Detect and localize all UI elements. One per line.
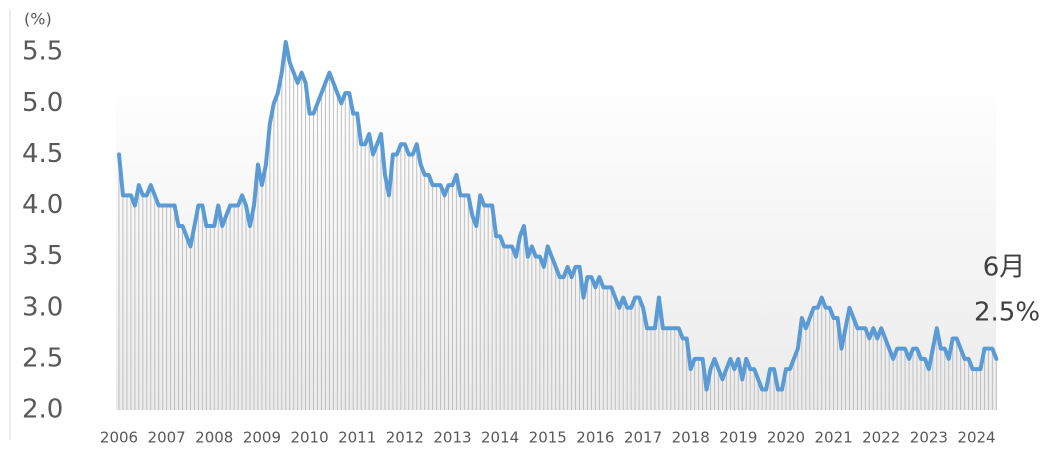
- annotation-month: 6月: [983, 253, 1026, 283]
- y-tick-label: 2.5: [22, 343, 63, 373]
- x-tick-label: 2007: [148, 429, 186, 447]
- x-tick-label: 2024: [957, 429, 995, 447]
- x-tick-label: 2009: [243, 429, 281, 447]
- x-tick-label: 2006: [100, 429, 138, 447]
- data-line: [117, 40, 999, 392]
- x-tick-label: 2022: [862, 429, 900, 447]
- x-tick-label: 2020: [767, 429, 805, 447]
- x-tick-label: 2018: [672, 429, 710, 447]
- y-unit-label: (%): [24, 10, 52, 29]
- y-tick-label: 2.0: [22, 395, 63, 425]
- y-tick-label: 3.5: [22, 241, 63, 271]
- x-tick-label: 2021: [815, 429, 853, 447]
- y-tick-label: 4.0: [22, 190, 63, 220]
- x-tick-label: 2011: [338, 429, 376, 447]
- y-tick-label: 3.0: [22, 292, 63, 322]
- x-tick-label: 2014: [481, 429, 519, 447]
- x-tick-label: 2013: [433, 429, 471, 447]
- x-tick-label: 2023: [910, 429, 948, 447]
- x-tick-label: 2015: [529, 429, 567, 447]
- x-tick-label: 2010: [290, 429, 328, 447]
- y-tick-label: 5.0: [22, 88, 63, 118]
- x-tick-label: 2016: [576, 429, 614, 447]
- x-tick-label: 2019: [719, 429, 757, 447]
- x-tick-label: 2017: [624, 429, 662, 447]
- x-tick-label: 2012: [386, 429, 424, 447]
- annotation-value: 2.5%: [974, 298, 1040, 328]
- x-tick-label: 2008: [195, 429, 233, 447]
- y-tick-label: 4.5: [22, 139, 63, 169]
- y-tick-label: 5.5: [22, 37, 63, 67]
